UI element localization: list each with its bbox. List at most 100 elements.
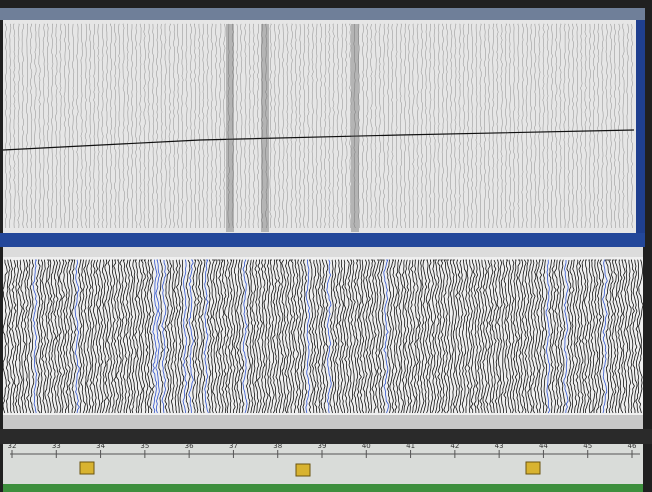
trace bbox=[479, 23, 482, 229]
trace bbox=[555, 23, 558, 229]
trace bbox=[563, 23, 566, 229]
wiggle bbox=[11, 259, 17, 414]
wiggle bbox=[146, 259, 152, 414]
wiggle bbox=[86, 259, 92, 414]
wiggle bbox=[152, 259, 158, 414]
wiggle bbox=[473, 259, 479, 414]
wiggle bbox=[224, 259, 230, 414]
wiggle bbox=[557, 259, 563, 414]
wiggle bbox=[263, 259, 269, 414]
wiggle bbox=[404, 259, 410, 414]
wiggle bbox=[83, 259, 89, 414]
trace bbox=[420, 23, 423, 229]
wiggle bbox=[476, 259, 482, 414]
wiggle bbox=[455, 259, 461, 414]
trace bbox=[483, 23, 486, 229]
trace bbox=[235, 23, 239, 229]
wiggle bbox=[551, 259, 557, 414]
ruler-label: 35 bbox=[140, 442, 149, 450]
trace bbox=[475, 23, 478, 229]
wiggle bbox=[47, 259, 53, 414]
trace bbox=[361, 23, 365, 229]
trace bbox=[597, 23, 600, 229]
wiggle bbox=[32, 259, 38, 414]
trace bbox=[59, 23, 62, 229]
trace bbox=[88, 23, 91, 229]
trace bbox=[126, 23, 129, 229]
wiggle bbox=[521, 259, 527, 414]
wiggle bbox=[20, 259, 26, 414]
wiggle bbox=[332, 259, 338, 414]
trace bbox=[399, 23, 402, 229]
wiggle bbox=[515, 259, 521, 414]
trace bbox=[370, 23, 373, 229]
trace bbox=[143, 23, 146, 229]
trace bbox=[412, 23, 415, 229]
wiggle bbox=[167, 259, 173, 414]
trace bbox=[374, 23, 377, 229]
wiggle bbox=[161, 259, 167, 414]
ruler-label: 33 bbox=[52, 442, 61, 450]
trace bbox=[173, 23, 176, 229]
trace bbox=[51, 23, 54, 229]
trace bbox=[206, 23, 209, 229]
wiggle bbox=[350, 259, 356, 414]
wiggle bbox=[422, 259, 428, 414]
wiggle bbox=[206, 259, 212, 414]
wiggle bbox=[131, 259, 137, 414]
top-traces bbox=[2, 23, 635, 232]
wiggle bbox=[359, 259, 365, 414]
wiggle bbox=[2, 259, 8, 414]
wiggle bbox=[488, 259, 494, 414]
wiggle bbox=[329, 259, 335, 414]
wiggle bbox=[584, 259, 590, 414]
noisy-trace bbox=[226, 24, 234, 232]
wiggle bbox=[596, 259, 602, 414]
wiggle bbox=[122, 259, 128, 414]
trace bbox=[534, 23, 537, 229]
trace bbox=[403, 23, 406, 228]
wiggle bbox=[425, 259, 431, 414]
trace bbox=[391, 23, 394, 229]
trace bbox=[294, 23, 297, 229]
wiggle bbox=[173, 259, 179, 414]
ruler-label: 42 bbox=[450, 442, 459, 450]
trace bbox=[76, 23, 79, 229]
window-separator bbox=[0, 233, 645, 247]
wiggle bbox=[494, 259, 500, 414]
wiggle bbox=[305, 259, 311, 414]
wiggle bbox=[98, 259, 104, 414]
wiggle bbox=[215, 259, 221, 414]
wiggle bbox=[62, 259, 68, 414]
wiggle bbox=[8, 259, 14, 414]
wiggle bbox=[308, 259, 314, 414]
trace bbox=[210, 23, 213, 229]
wiggle bbox=[638, 259, 644, 414]
trace bbox=[101, 23, 104, 229]
trace bbox=[109, 23, 112, 228]
wiggle bbox=[533, 259, 539, 414]
trace bbox=[30, 23, 33, 229]
wiggle bbox=[569, 259, 575, 414]
trace bbox=[4, 23, 7, 228]
trace bbox=[437, 23, 440, 229]
trace bbox=[278, 23, 281, 229]
trace bbox=[618, 23, 621, 229]
wiggle bbox=[414, 259, 419, 414]
trace bbox=[357, 23, 360, 229]
wiggle bbox=[278, 259, 284, 414]
trace bbox=[290, 23, 293, 229]
ruler-label: 39 bbox=[318, 442, 327, 450]
wiggle bbox=[257, 259, 263, 414]
status-bar bbox=[3, 484, 643, 492]
wiggle bbox=[626, 259, 632, 414]
wiggle bbox=[449, 259, 455, 414]
wiggle bbox=[503, 259, 509, 414]
wiggle bbox=[191, 259, 197, 414]
trace bbox=[17, 23, 20, 229]
wiggle bbox=[227, 259, 233, 414]
trace bbox=[156, 23, 159, 228]
wiggle bbox=[524, 259, 530, 414]
wiggle bbox=[539, 259, 545, 414]
wiggle bbox=[566, 259, 572, 414]
